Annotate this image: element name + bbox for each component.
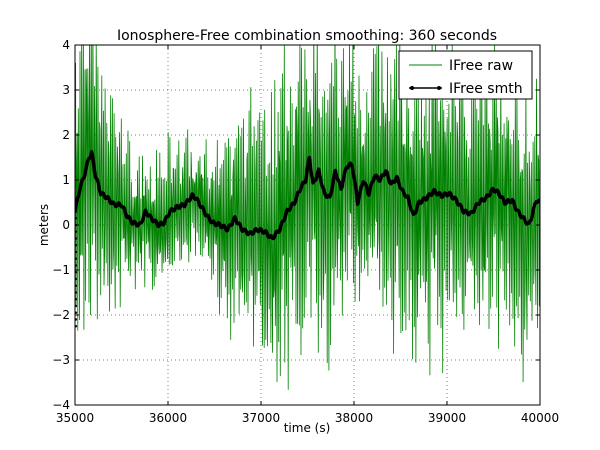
ifree-smth-marker [75, 298, 78, 301]
ifree-smth-marker [75, 325, 78, 328]
ifree-smth-marker [75, 277, 78, 281]
chart-title: Ionosphere-Free combination smoothing: 3… [117, 28, 497, 44]
ifree-smth-line [75, 150, 540, 241]
legend-box [398, 50, 533, 100]
x-tick-label: 40000 [521, 411, 559, 425]
y-tick-label: −1 [52, 263, 70, 277]
axis-ticks: 35000 36000 37000 38000 39000 40000 −4 −3 −2 −1 0 1… [52, 38, 559, 425]
y-tick-label: 4 [62, 38, 70, 52]
y-tick-label: −4 [52, 398, 70, 412]
x-tick-label: 38000 [335, 411, 373, 425]
ifree-smth-marker [75, 257, 78, 260]
x-tick-label: 35000 [56, 411, 94, 425]
ifree-smth-marker [75, 210, 78, 213]
ifree-smth-marker [75, 318, 78, 321]
ifree-smth-marker [75, 244, 78, 247]
y-tick-label: 0 [62, 218, 70, 232]
legend: IFree raw IFree smth [398, 50, 533, 100]
y-tick-label: −2 [52, 308, 70, 322]
ifree-smth-marker [75, 237, 78, 240]
legend-marker-ifree-smth-2 [437, 86, 441, 90]
y-tick-label: 3 [62, 83, 70, 97]
y-axis-label: meters [37, 204, 51, 246]
x-tick-label: 36000 [149, 411, 187, 425]
series-ifree-raw [75, 45, 540, 390]
y-tick-label: 2 [62, 128, 70, 142]
ifree-raw-line [75, 45, 540, 390]
y-tick-label: 1 [62, 173, 70, 187]
legend-label-ifree-smth: IFree smth [449, 81, 523, 97]
ifree-smth-marker [75, 291, 78, 294]
ifree-smth-marker [75, 271, 78, 274]
ifree-smth-marker [75, 311, 78, 314]
x-tick-label: 39000 [428, 411, 466, 425]
ifree-smth-marker [75, 250, 78, 254]
ifree-smth-marker [75, 230, 78, 233]
legend-label-ifree-raw: IFree raw [449, 58, 513, 74]
ifree-smth-marker [75, 217, 78, 220]
ifree-smth-marker [75, 264, 78, 267]
x-axis-label: time (s) [284, 421, 331, 435]
x-tick-label: 37000 [242, 411, 280, 425]
ifree-smth-marker [75, 284, 78, 287]
legend-marker-ifree-smth-1 [410, 86, 414, 90]
ifree-smth-marker [75, 304, 78, 308]
y-tick-label: −3 [52, 353, 70, 367]
